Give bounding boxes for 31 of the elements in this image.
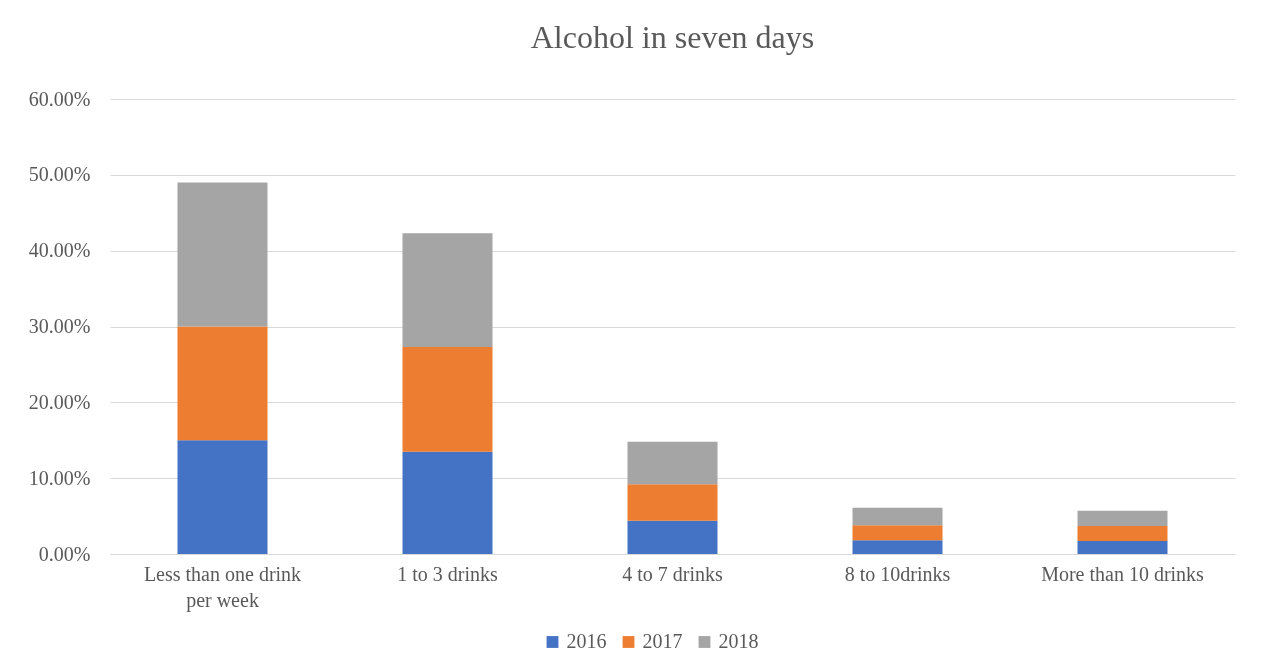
legend-label: 2018 — [718, 630, 759, 652]
y-tick-label: 0.00% — [38, 542, 91, 565]
y-tick-label: 40.00% — [28, 239, 91, 262]
y-tick-label: 50.00% — [28, 163, 91, 186]
x-tick-label: 1 to 3 drinks — [397, 562, 498, 585]
bar — [1077, 541, 1168, 554]
bar — [627, 441, 718, 485]
bar — [402, 233, 493, 347]
bar — [177, 326, 268, 441]
bar — [177, 440, 268, 554]
x-tick-label: More than 10 drinks — [1041, 562, 1205, 585]
bar — [177, 182, 268, 327]
bar — [1077, 525, 1168, 542]
legend-label: 2017 — [642, 630, 683, 652]
bar — [402, 346, 493, 452]
bar — [852, 525, 943, 541]
x-tick-label: 8 to 10drinks — [844, 562, 951, 585]
x-tick-label: 4 to 7 drinks — [622, 562, 723, 585]
y-tick-label: 10.00% — [28, 466, 91, 489]
x-tick-label: Less than one drink per week — [143, 562, 302, 612]
y-tick-label: 20.00% — [28, 390, 91, 413]
legend-label: 2016 — [566, 630, 607, 652]
bar — [852, 507, 943, 526]
bar — [402, 451, 493, 554]
bar — [1077, 510, 1168, 526]
y-tick-label: 60.00% — [28, 87, 91, 110]
y-tick-label: 30.00% — [28, 315, 91, 337]
bar — [627, 484, 718, 521]
bar — [627, 520, 718, 554]
bar — [852, 540, 943, 554]
chart-title: Alcohol in seven days — [530, 19, 815, 55]
